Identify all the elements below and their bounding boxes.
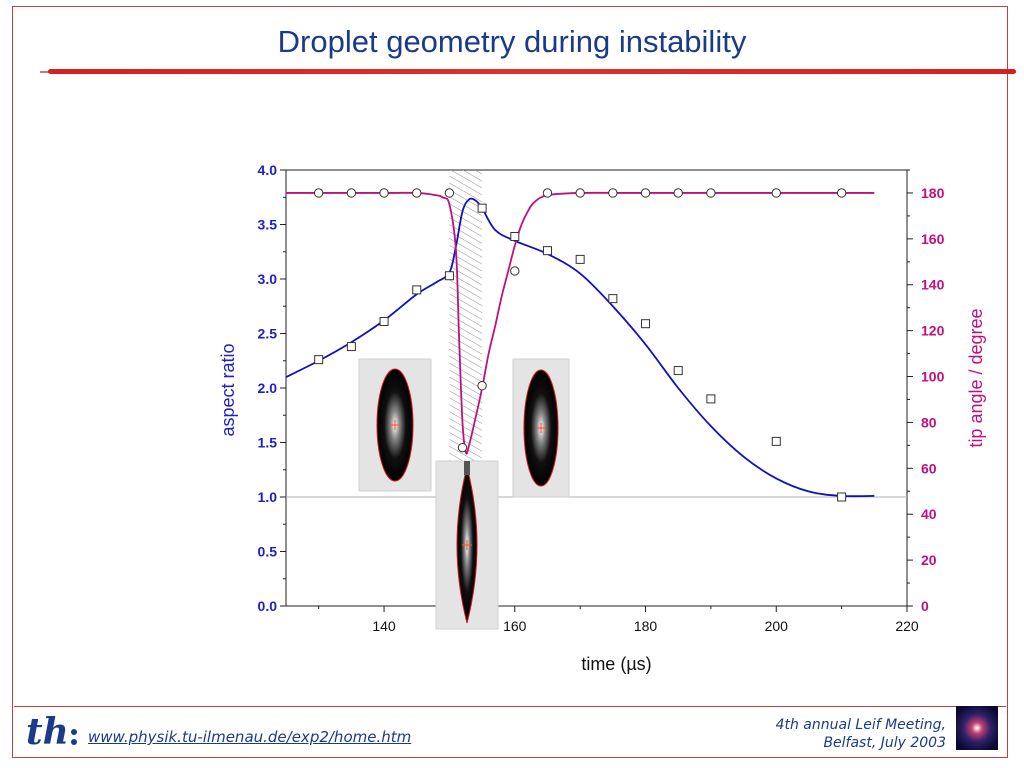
x-tick-label: 180 (634, 618, 658, 634)
aspect-ratio-point (379, 317, 389, 327)
y-right-tick-label: 20 (921, 552, 937, 568)
aspect-ratio-point (346, 342, 356, 352)
droplet-image-instability (435, 460, 499, 630)
y-right-axis-title: tip angle / degree (966, 308, 986, 447)
aspect-ratio-point (837, 492, 847, 502)
tip-angle-point (412, 188, 422, 198)
footer-divider (14, 706, 1006, 707)
aspect-ratio-point (575, 254, 585, 264)
aspect-ratio-point (771, 436, 781, 446)
y-right-tick-label: 180 (921, 185, 945, 201)
tip-angle-point (542, 188, 553, 198)
aspect-ratio-point (608, 294, 618, 304)
footer-event-line2: Belfast, July 2003 (823, 735, 946, 751)
x-tick-label: 160 (503, 618, 527, 634)
tip-angle-point (457, 442, 468, 453)
tip-angle-point (706, 188, 716, 198)
y-left-tick-label: 2.0 (258, 380, 278, 396)
y-left-tick-label: 3.0 (258, 271, 278, 287)
tip-angle-point (346, 188, 357, 198)
y-left-tick-label: 3.5 (258, 217, 278, 233)
aspect-ratio-point (641, 319, 651, 329)
x-tick-label: 200 (765, 618, 789, 634)
meeting-logo-icon (956, 706, 998, 750)
tip-angle-point (575, 188, 585, 198)
title-underline (48, 69, 1016, 74)
y-left-tick-label: 1.0 (258, 489, 278, 505)
aspect-ratio-point (314, 355, 324, 365)
tip-angle-point (771, 188, 781, 198)
y-left-tick-label: 1.5 (258, 435, 278, 451)
footer-event-line1: 4th annual Leif Meeting, (775, 717, 946, 733)
aspect-ratio-point (706, 394, 716, 404)
x-tick-label: 140 (372, 618, 396, 634)
y-right-tick-label: 120 (921, 323, 945, 339)
x-tick-label: 220 (895, 618, 919, 634)
y-left-tick-label: 2.5 (258, 326, 278, 342)
tip-angle-point (379, 188, 389, 198)
aspect-ratio-point (444, 271, 454, 281)
slide-frame (12, 6, 1008, 758)
aspect-ratio-point (510, 231, 520, 241)
tip-angle-point (477, 381, 487, 391)
y-right-tick-label: 0 (921, 598, 929, 614)
footer-url-link[interactable]: www.physik.tu-ilmenau.de/exp2/home.htm (88, 728, 412, 746)
x-axis-title: time (µs) (581, 654, 651, 674)
y-left-axis-title: aspect ratio (218, 343, 238, 436)
y-left-tick-label: 0.5 (258, 544, 278, 560)
y-left-tick-label: 0.0 (258, 598, 278, 614)
tip-angle-point (640, 188, 651, 198)
aspect-ratio-point (477, 203, 487, 213)
tip-angle-point (608, 188, 618, 198)
aspect-ratio-point (542, 246, 552, 256)
tip-angle-point (313, 188, 324, 198)
tip-angle-point (673, 188, 683, 198)
y-right-tick-label: 40 (921, 506, 937, 522)
university-logo-icon: th (26, 711, 77, 752)
tip-angle-point (444, 188, 455, 198)
droplet-image-before (358, 358, 432, 492)
tip-angle-point (510, 266, 520, 276)
y-right-tick-label: 100 (921, 369, 945, 385)
svg-text:th: th (26, 711, 69, 752)
y-right-tick-label: 60 (921, 460, 937, 476)
aspect-ratio-point (673, 366, 683, 376)
droplet-image-after (512, 358, 570, 498)
y-right-tick-label: 160 (921, 231, 945, 247)
slide-title: Droplet geometry during instability (277, 24, 747, 59)
footer-event-info: 4th annual Leif Meeting, Belfast, July 2… (776, 716, 946, 752)
droplet-jet (464, 461, 470, 475)
y-right-tick-label: 80 (921, 414, 937, 430)
y-left-tick-label: 4.0 (258, 162, 278, 178)
aspect-ratio-point (412, 285, 422, 295)
y-right-tick-label: 140 (921, 277, 945, 293)
tip-angle-point (836, 188, 847, 198)
